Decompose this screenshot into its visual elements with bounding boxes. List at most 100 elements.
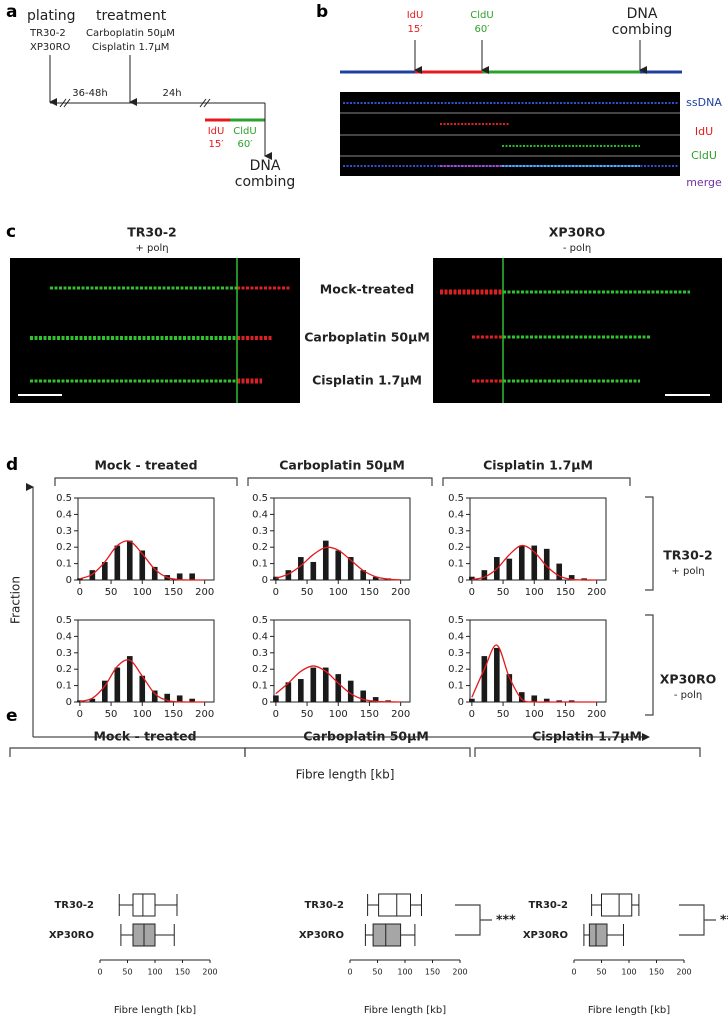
x-tick-label: 100 (133, 709, 152, 720)
row-title: TR30-2 (663, 548, 712, 563)
y-tick-label: 0.1 (252, 681, 268, 692)
panel-label: b (316, 2, 328, 22)
x-tick-label: 0 (571, 968, 576, 977)
y-tick-label: 0.4 (448, 631, 464, 642)
bar (531, 545, 538, 580)
bar (139, 550, 146, 580)
x-tick-label: 150 (164, 587, 183, 598)
x-tick-label: 50 (105, 587, 118, 598)
significance-bracket (679, 904, 716, 936)
category-label: TR30-2 (304, 900, 344, 911)
bar (139, 675, 146, 702)
x-tick-label: 100 (329, 587, 348, 598)
x-axis-label: Fibre length [kb] (296, 768, 395, 782)
step-label: combing (612, 22, 672, 38)
bar (322, 667, 329, 702)
bar (151, 566, 158, 580)
row-sub: - polη (674, 690, 702, 701)
step-label: plating (27, 8, 76, 24)
box (601, 893, 633, 917)
bar (189, 698, 195, 702)
y-tick-label: 0.5 (56, 493, 72, 504)
bar (176, 695, 183, 702)
channel-label: merge (686, 176, 722, 189)
bar (543, 698, 550, 702)
y-tick-label: 0.4 (252, 631, 268, 642)
x-tick-label: 150 (360, 709, 379, 720)
x-tick-label: 200 (676, 968, 691, 977)
y-tick-label: 0.5 (448, 615, 464, 626)
y-tick-label: 0 (262, 697, 268, 708)
bar (372, 576, 379, 580)
plot-frame (469, 497, 607, 581)
fit-curve (471, 644, 597, 703)
y-tick-label: 0.5 (252, 493, 268, 504)
x-tick-label: 50 (122, 968, 132, 977)
plot-frame (273, 497, 411, 581)
row-sub: + polη (671, 566, 704, 577)
x-tick-label: 50 (497, 587, 510, 598)
box (132, 893, 156, 917)
y-tick-label: 0.2 (252, 664, 268, 675)
x-tick-label: 0 (469, 709, 475, 720)
y-tick-label: 0.2 (252, 542, 268, 553)
category-label: TR30-2 (54, 900, 94, 911)
bar (164, 693, 171, 702)
x-tick-label: 0 (469, 587, 475, 598)
significance-bracket (455, 904, 492, 936)
x-axis-label: Fibre length [kb] (588, 1005, 670, 1016)
x-tick-label: 50 (372, 968, 382, 977)
pulse-label: CldU (470, 10, 493, 21)
cell-line: TR30-2 (127, 225, 176, 240)
x-tick-label: 0 (273, 587, 279, 598)
step-label: DNA (627, 6, 658, 22)
break-mark (63, 98, 71, 108)
pulse-label: IdU (407, 10, 424, 21)
micrograph (433, 258, 722, 403)
bar (556, 563, 563, 580)
break-mark (199, 98, 207, 108)
fit-curve (275, 665, 401, 703)
timeline-diagram: plating TR30-2 XP30RO treatment Carbopla… (27, 8, 295, 190)
bar (273, 695, 279, 702)
x-tick-label: 0 (273, 709, 279, 720)
y-tick-label: 0.2 (56, 664, 72, 675)
x-tick-label: 100 (525, 587, 544, 598)
y-tick-label: 0.5 (252, 615, 268, 626)
bar (114, 545, 121, 580)
y-tick-label: 0.3 (448, 648, 464, 659)
x-tick-label: 200 (195, 709, 214, 720)
bar (189, 573, 195, 580)
y-tick-label: 0.2 (56, 542, 72, 553)
fit-curve (471, 544, 597, 581)
bar (506, 558, 513, 580)
x-tick-label: 200 (587, 587, 606, 598)
panel-label: d (6, 455, 18, 475)
bar (568, 575, 575, 580)
fit-curve (79, 540, 205, 581)
bracket (54, 477, 631, 486)
bar (102, 680, 108, 702)
bracket (9, 747, 246, 757)
pulse-label: IdU (208, 126, 225, 137)
bar (385, 700, 391, 702)
bar (322, 540, 329, 580)
plot-frame (273, 619, 411, 703)
cell-line: XP30RO (549, 225, 605, 240)
plot-frame (469, 619, 607, 703)
bar (102, 561, 108, 580)
x-tick-label: 50 (301, 587, 314, 598)
x-tick-label: 200 (391, 587, 410, 598)
row-title: XP30RO (660, 672, 716, 687)
panel-label: e (6, 706, 18, 726)
bar (126, 656, 133, 702)
micrograph (340, 92, 680, 176)
pulse-time: 60′ (475, 24, 491, 35)
x-axis-label: Fibre length [kb] (114, 1005, 196, 1016)
fit-curve (79, 659, 205, 703)
x-tick-label: 150 (425, 968, 440, 977)
x-tick-label: 150 (649, 968, 664, 977)
condition: Mock-treated (320, 282, 414, 297)
bar (531, 695, 538, 702)
